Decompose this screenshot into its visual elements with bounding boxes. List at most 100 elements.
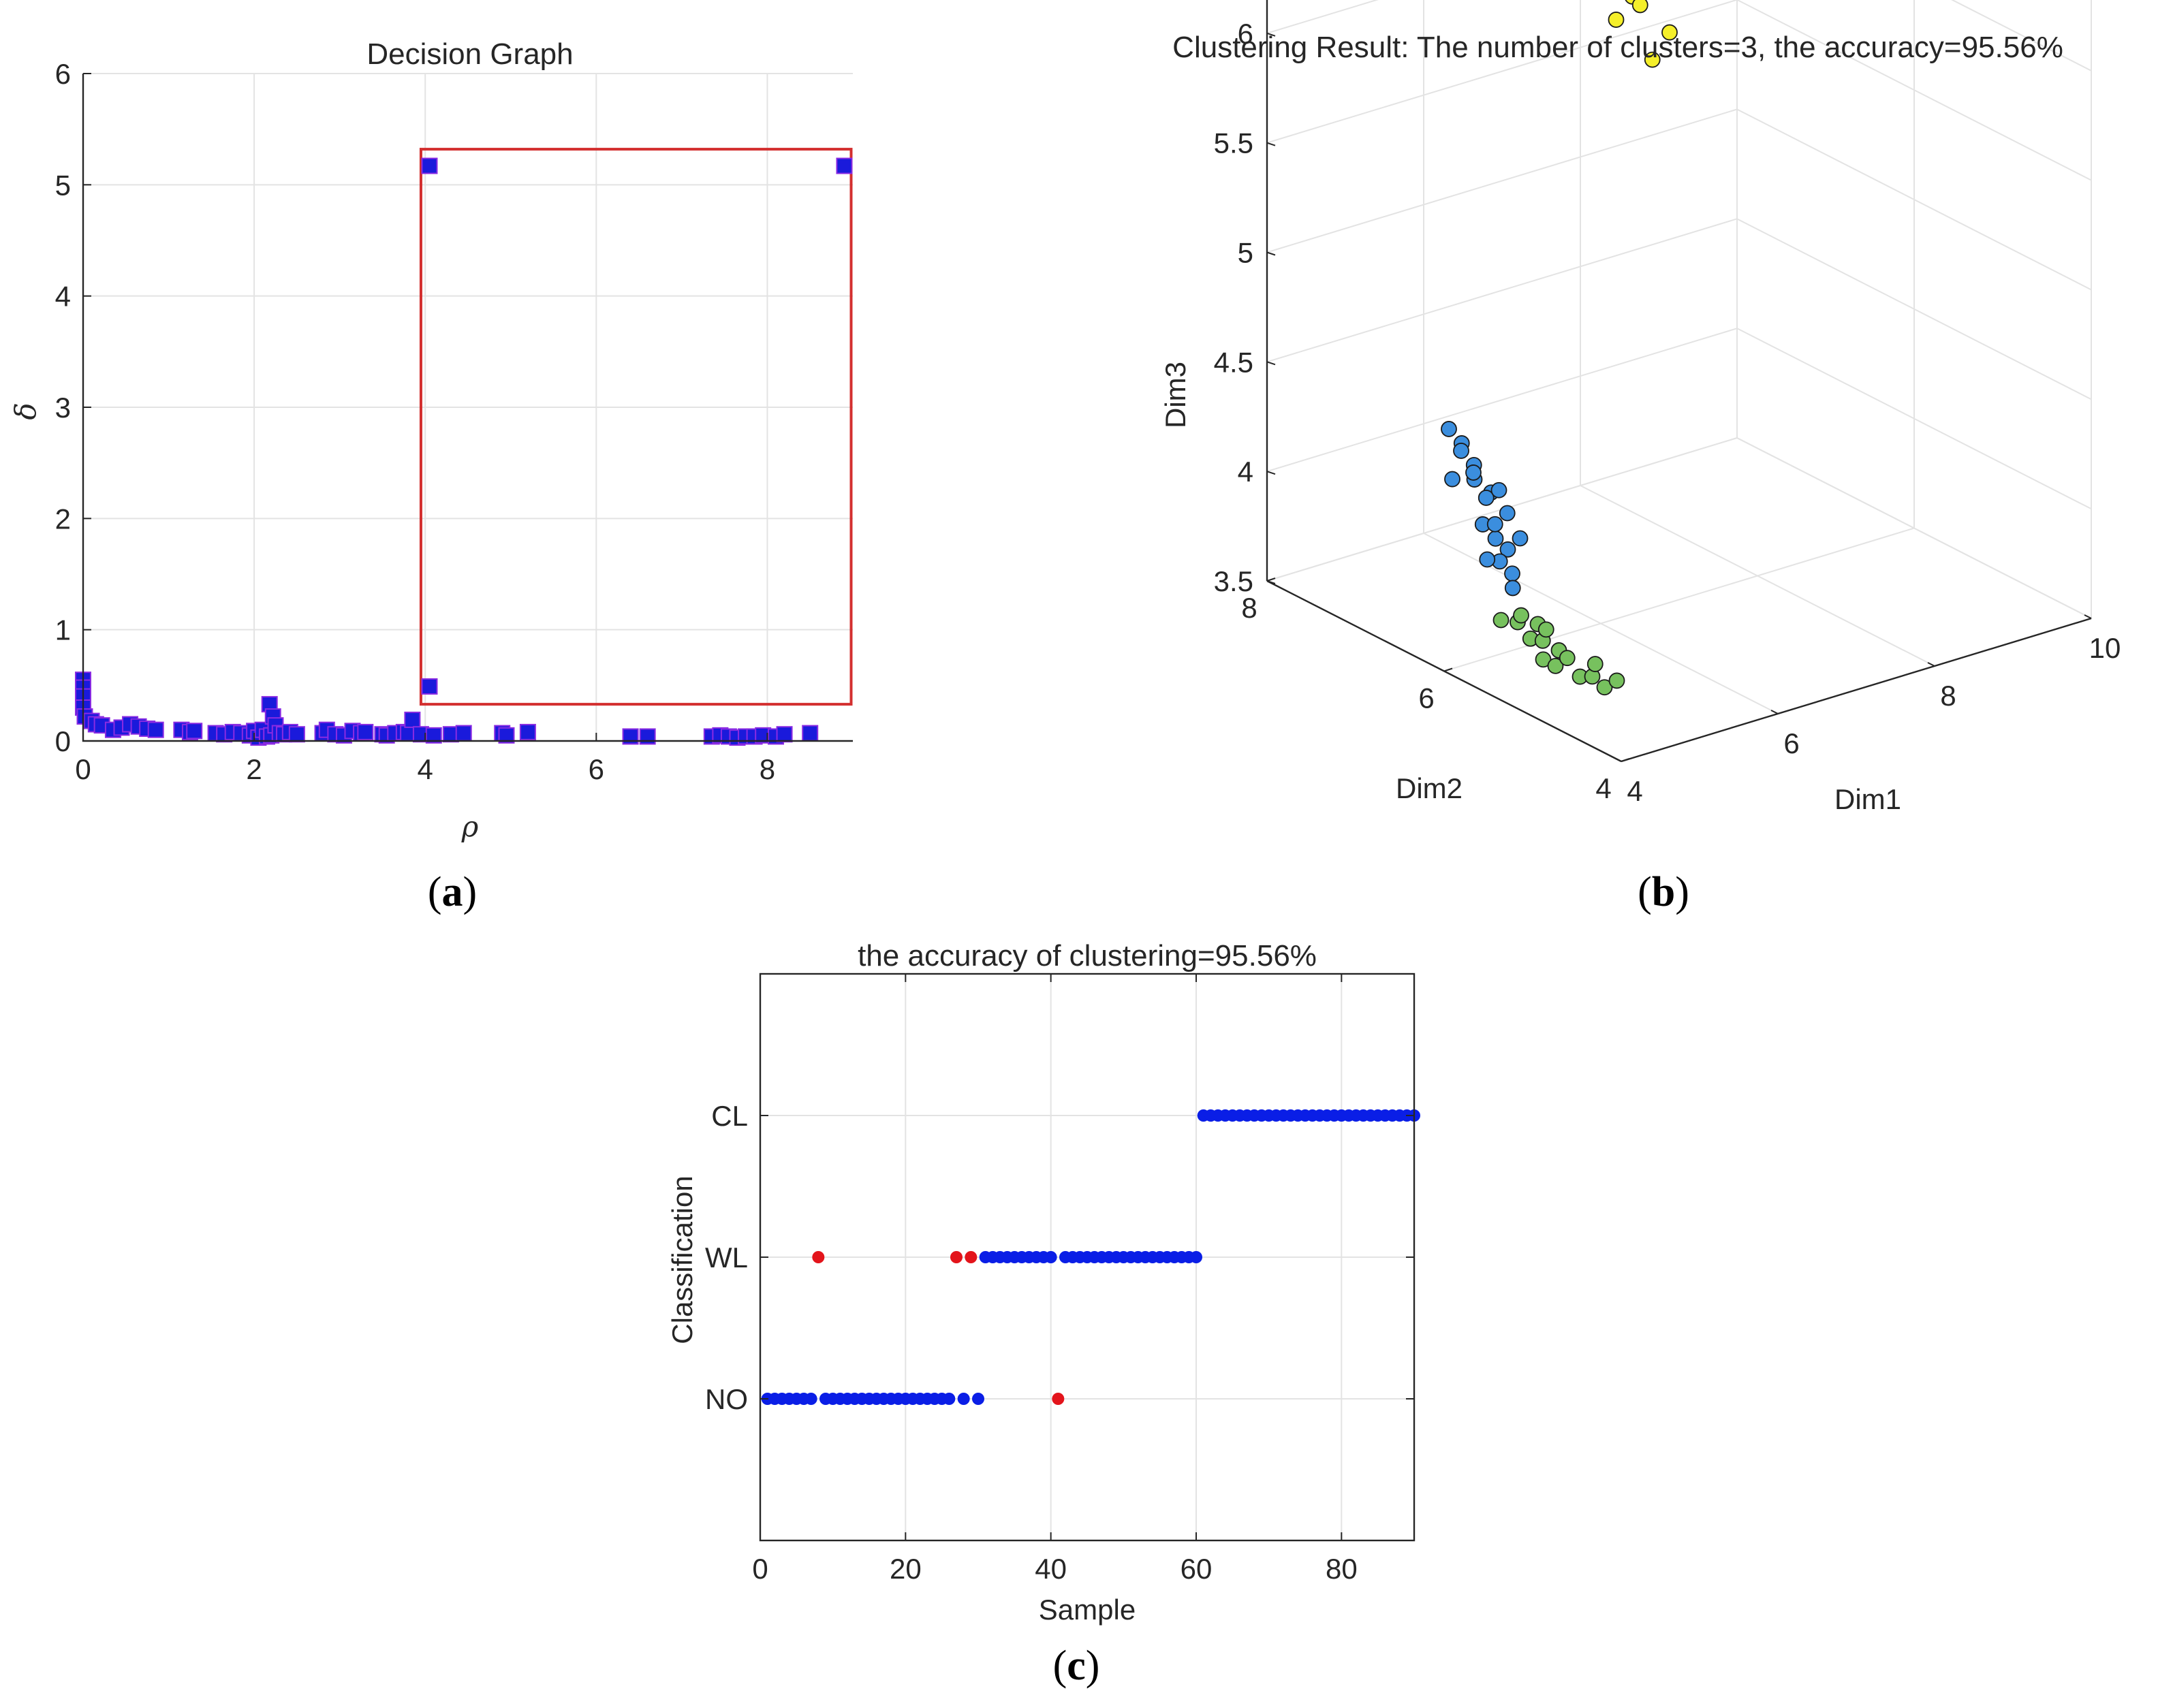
classification-points (761, 1109, 1420, 1405)
cluster-3-point (1608, 12, 1625, 28)
cluster-2-point (1586, 656, 1604, 672)
correct-sample-point (804, 1393, 817, 1405)
backwall-horizontal-gridline (1266, 218, 1738, 363)
decision-graph-points (75, 157, 853, 746)
correct-sample-point (943, 1393, 956, 1405)
misclassified-sample-point (950, 1251, 963, 1263)
decision-point (519, 723, 536, 740)
decision-point (425, 727, 442, 744)
dim1-tick (1927, 662, 1935, 667)
cluster-3-point (1644, 51, 1661, 68)
decision-axis-frame (82, 74, 853, 742)
decision-point (802, 725, 819, 742)
backwall-horizontal-gridline (1266, 328, 1738, 473)
decision-point (404, 711, 421, 728)
decision-x-tick-label: 8 (760, 753, 775, 785)
decision-point (357, 723, 374, 740)
classification-x-tick-label: 20 (890, 1553, 922, 1585)
cluster-1-point (1499, 505, 1516, 522)
classification-x-tick-label: 40 (1035, 1553, 1067, 1585)
classification-accuracy-chart: 0 20 40 60 80 NO WL CL the accuracy of clusteri… (666, 939, 1420, 1626)
decision-y-tick-label: 3 (55, 392, 71, 424)
sidewall-horizontal-gridline (1736, 108, 2092, 291)
decision-x-tick-label: 6 (589, 753, 604, 785)
classification-x-tick-label: 80 (1326, 1553, 1358, 1585)
decision-x-tick-label: 2 (246, 753, 262, 785)
cluster-1-point (1478, 490, 1495, 506)
dim2-tick-label: 4 (1595, 772, 1611, 804)
decision-point (421, 678, 438, 695)
decision-graph-xlabel: ρ (461, 810, 479, 843)
sidewall-horizontal-gridline (1736, 328, 2092, 510)
dim1-tick (1614, 757, 1622, 762)
decision-point (455, 725, 472, 742)
dim2-tick (1443, 667, 1453, 672)
cluster-1-point (1486, 516, 1503, 533)
decision-y-tick-label: 0 (55, 725, 71, 757)
sidewall-horizontal-gridline (1736, 218, 2092, 400)
dim3-tick (1266, 580, 1276, 584)
classification-axes: 0 20 40 60 80 NO WL CL (705, 972, 1416, 1585)
cluster-1-point (1444, 471, 1460, 488)
decision-y-tick-label: 1 (55, 614, 71, 646)
dim1-tick-label: 10 (2089, 632, 2121, 664)
cluster-2-point (1492, 612, 1510, 629)
floor-gridline-dim2 (1443, 527, 1915, 672)
cluster-1-point (1465, 464, 1482, 481)
decision-graph-axes: 0 2 4 6 8 0 1 2 3 4 5 6 (55, 58, 853, 785)
clustering-dim3-label: Dim3 (1159, 362, 1191, 428)
decision-y-tick-label: 5 (55, 169, 71, 201)
decision-point (836, 157, 853, 174)
classification-category-label: NO (705, 1383, 748, 1415)
decision-point (421, 157, 438, 174)
dim1-axis (1621, 617, 2092, 763)
dim2-tick (1621, 758, 1630, 762)
selection-box (419, 148, 853, 706)
dim3-tick-label: 6 (1238, 18, 1253, 50)
classification-axis-frame (759, 972, 1416, 1542)
dim3-tick (1266, 361, 1276, 366)
panel-label-c: (c) (1053, 1643, 1100, 1689)
dim1-tick-label: 6 (1783, 727, 1799, 759)
dim3-tick (1266, 32, 1276, 37)
clustering-3d-points (1441, 0, 1678, 696)
selection-box-layer (419, 148, 853, 706)
correct-sample-point (972, 1393, 984, 1405)
dim3-tick (1266, 251, 1276, 256)
backwall-horizontal-gridline (1266, 0, 1379, 34)
dim2-tick-label: 8 (1241, 592, 1257, 624)
decision-point (288, 726, 305, 743)
cluster-2-point (1547, 657, 1564, 674)
dim3-tick (1266, 471, 1276, 475)
dim3-tick-label: 4 (1238, 456, 1253, 488)
panel-label-b: (b) (1638, 869, 1689, 915)
correct-sample-point (1044, 1251, 1057, 1263)
misclassified-sample-point (1052, 1393, 1065, 1405)
dim2-tick-label: 6 (1418, 682, 1434, 714)
dim3-tick-label: 5.5 (1214, 127, 1253, 159)
dim1-tick-label: 8 (1940, 680, 1956, 712)
cluster-1-point (1499, 541, 1516, 558)
sidewall-horizontal-gridline (1736, 437, 2092, 619)
cluster-3-point (1661, 24, 1678, 41)
backwall-horizontal-gridline (1266, 108, 1738, 253)
classification-category-label: WL (705, 1242, 748, 1274)
dim1-tick-label: 4 (1627, 775, 1642, 807)
clustering-dim2-label: Dim2 (1396, 772, 1463, 804)
backwall-horizontal-gridline (1266, 0, 1738, 144)
cluster-1-point (1479, 551, 1496, 568)
misclassified-sample-point (812, 1251, 825, 1263)
decision-point (186, 723, 203, 740)
sidewall-horizontal-gridline (1951, 0, 2092, 72)
decision-y-tick-label: 6 (55, 58, 71, 90)
cluster-2-point (1596, 679, 1613, 696)
classification-ylabel: Classification (666, 1175, 698, 1344)
decision-point (147, 721, 164, 738)
dim2-tick (1266, 578, 1276, 582)
cluster-2-point (1559, 650, 1576, 667)
dim1-tick (1770, 710, 1779, 714)
correct-sample-point (957, 1393, 970, 1405)
dim1-tick (2084, 614, 2092, 619)
decision-y-tick-label: 4 (55, 281, 71, 313)
